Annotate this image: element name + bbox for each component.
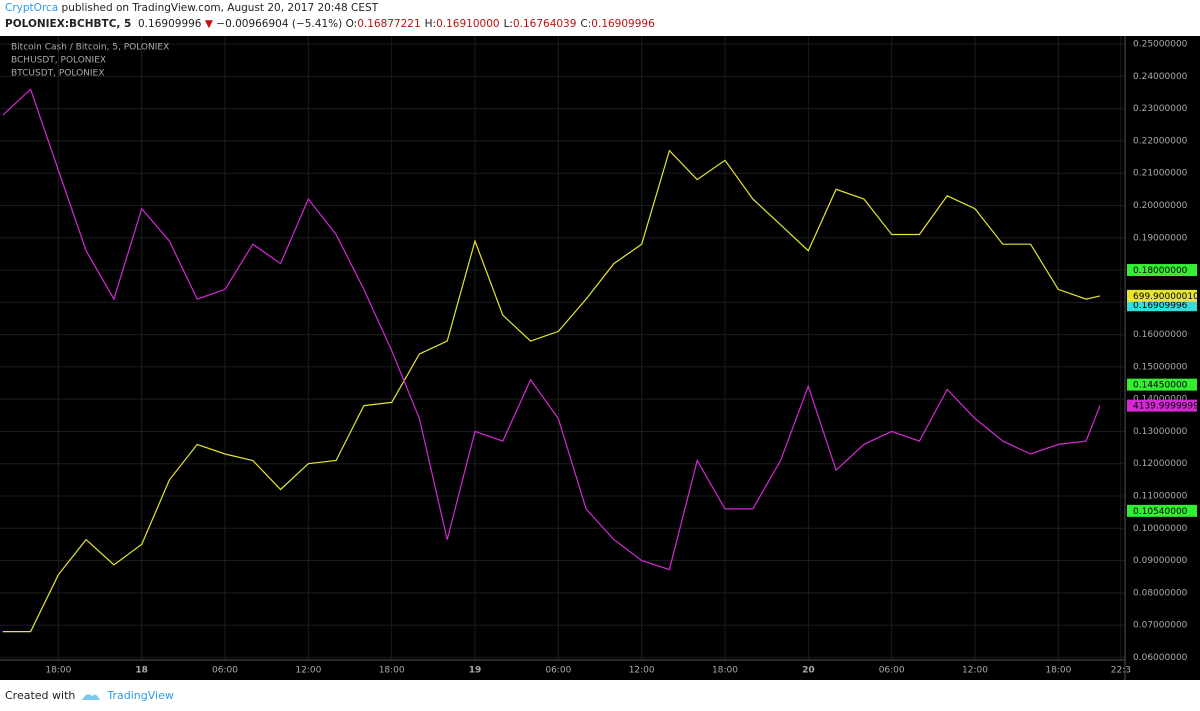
ohlc-key: L:: [503, 18, 513, 30]
price-tag: [1127, 399, 1197, 412]
y-tick-label: 0.09000000: [1133, 556, 1188, 566]
ohlc-key: H:: [424, 18, 437, 30]
header: CryptOrca published on TradingView.com, …: [0, 0, 1200, 36]
arrow: ▼: [204, 18, 213, 30]
y-tick-label: 0.20000000: [1133, 201, 1188, 211]
footer: Created with TradingView: [0, 680, 1200, 711]
symbol: POLONIEX:BCHBTC, 5: [5, 18, 132, 30]
ohlc-value: 0.16909996: [591, 18, 655, 30]
legend-entry: BCHUSDT, POLONIEX: [11, 56, 106, 66]
price-tag: [1127, 264, 1197, 277]
legend-entry: Bitcoin Cash / Bitcoin, 5, POLONIEX: [11, 43, 169, 53]
x-tick-label: 18: [135, 666, 148, 676]
ohlc-value: 0.16764039: [512, 18, 577, 30]
x-tick-label: 20: [802, 666, 815, 676]
price-tag-label: 4139.99999997: [1133, 402, 1200, 412]
logo: [82, 693, 101, 700]
change: −0.00966904 (−5.41%): [216, 18, 343, 30]
ohlc-key: O:: [345, 18, 358, 30]
ohlc-key: C:: [580, 18, 592, 30]
x-tick-label: 18:00: [712, 666, 738, 676]
x-tick-label: 06:00: [545, 666, 571, 676]
legend-entry: BTCUSDT, POLONIEX: [11, 69, 104, 79]
price-tag: [1127, 378, 1197, 391]
y-tick-label: 0.10000000: [1133, 524, 1188, 534]
ohlc-value: 0.16877221: [357, 18, 421, 30]
price-tag-label: 0.16909996: [1133, 301, 1188, 311]
y-tick-label: 0.16000000: [1133, 330, 1188, 340]
published: published on TradingView.com, August 20,…: [61, 2, 379, 14]
series-line: [2, 88, 1101, 571]
chart: 0.06000000 0.07000000 0.08000000 0.09000000…: [0, 36, 1200, 680]
author[interactable]: CryptOrca: [5, 2, 59, 14]
y-tick-label: 0.12000000: [1133, 459, 1188, 469]
x-tick-label: 18:00: [379, 666, 405, 676]
x-tick-label: 22:3: [1111, 666, 1131, 676]
y-tick-label: 0.08000000: [1133, 588, 1188, 598]
price-tag-label: 0.10540000: [1133, 507, 1188, 517]
ohlc-value: 0.16910000: [436, 18, 500, 30]
y-tick-label: 0.07000000: [1133, 621, 1188, 631]
x-tick-label: 12:00: [629, 666, 655, 676]
y-tick-label: 0.06000000: [1133, 653, 1188, 663]
x-tick-label: 06:00: [879, 666, 905, 676]
price-tag: [1127, 289, 1197, 302]
price-tag: [1127, 299, 1197, 312]
x-tick-label: 12:00: [962, 666, 988, 676]
created: Created with: [5, 689, 76, 702]
x-tick-label: 12:00: [295, 666, 321, 676]
price-tag-label: 0.14450000: [1133, 381, 1188, 391]
y-tick-label: 0.15000000: [1133, 362, 1188, 372]
y-tick-label: 0.19000000: [1133, 233, 1188, 243]
y-tick-label: 0.25000000: [1133, 40, 1188, 50]
series-line: [2, 149, 1101, 633]
x-tick-label: 19: [469, 666, 482, 676]
last: 0.16909996: [138, 18, 202, 30]
y-tick-label: 0.13000000: [1133, 427, 1188, 437]
price-tag-label: 699.90000010: [1133, 292, 1199, 302]
price-tag: [1127, 504, 1197, 517]
header-line-1: CryptOrca published on TradingView.com, …: [5, 0, 1200, 16]
x-tick-label: 06:00: [212, 666, 238, 676]
brand[interactable]: TradingView: [107, 689, 174, 702]
y-tick-label: 0.21000000: [1133, 169, 1188, 179]
y-tick-label: 0.22000000: [1133, 136, 1188, 146]
x-tick-label: 18:00: [45, 666, 71, 676]
price-tag-label: 0.18000000: [1133, 266, 1188, 276]
y-tick-label: 0.24000000: [1133, 72, 1188, 82]
ohlc: O:0.16877221 H:0.16910000 L:0.16764039 C:0.…: [346, 18, 659, 30]
y-tick-label: 0.11000000: [1133, 492, 1188, 502]
header-line-2: POLONIEX:BCHBTC, 5 0.16909996 ▼ −0.00966…: [5, 16, 1200, 32]
x-tick-label: 18:00: [1045, 666, 1071, 676]
y-tick-label: 0.23000000: [1133, 104, 1188, 114]
